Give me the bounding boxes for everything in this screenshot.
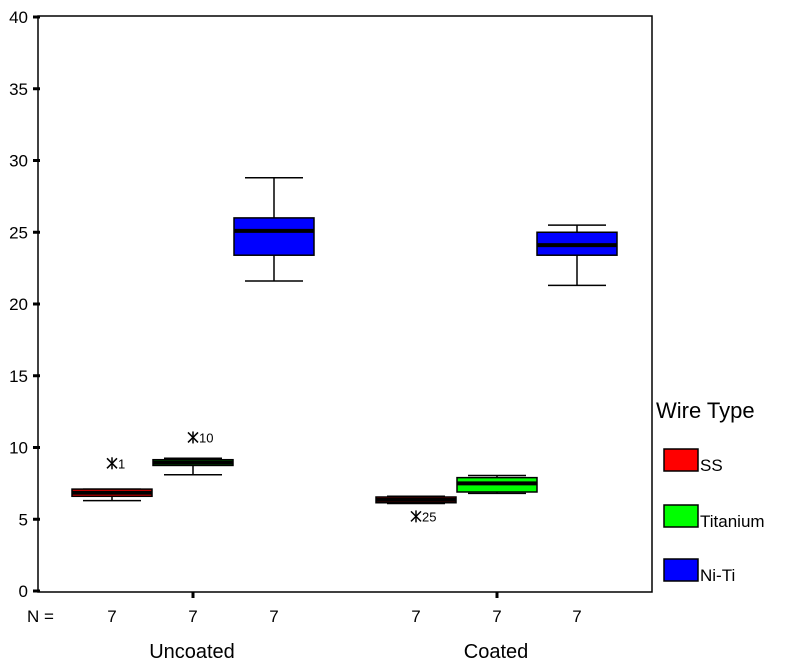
legend-title: Wire Type	[656, 398, 755, 423]
legend-swatch	[663, 448, 699, 472]
outlier-marker	[106, 457, 118, 470]
y-tick-label-10: 10	[9, 439, 28, 458]
legend-item-ss: SS	[663, 448, 723, 475]
legend: Wire Type SS Titanium Ni-Ti	[656, 398, 765, 585]
group-label-coated: Coated	[464, 641, 529, 663]
legend-items: SS Titanium Ni-Ti	[663, 448, 765, 585]
box-coated-ni-ti	[536, 224, 618, 287]
legend-label: SS	[700, 456, 723, 475]
n-value-2: 7	[269, 607, 278, 626]
y-tick-label-25: 25	[9, 223, 28, 242]
y-tick-label-15: 15	[9, 367, 28, 386]
y-tick-label-5: 5	[19, 510, 28, 529]
box-uncoated-ni-ti	[233, 176, 315, 282]
n-value-4: 7	[492, 607, 501, 626]
box-coated-ss: 25	[375, 495, 457, 524]
legend-swatch	[663, 504, 699, 528]
group-label-uncoated: Uncoated	[149, 641, 235, 663]
legend-label: Titanium	[700, 512, 765, 531]
plot-frame	[37, 15, 653, 593]
outlier-marker	[187, 431, 199, 444]
y-tick-label-20: 20	[9, 295, 28, 314]
box-uncoated-ss: 1	[71, 456, 153, 502]
n-value-1: 7	[188, 607, 197, 626]
n-labels: 7 7 7 7 7 7	[107, 607, 581, 626]
n-value-5: 7	[572, 607, 581, 626]
boxes: 1 10 25	[71, 176, 618, 524]
legend-swatch	[663, 558, 699, 582]
n-label: N =	[27, 607, 54, 626]
plot-area: 0 5 10 15 20 25 30 35 40 1 10 25	[9, 8, 653, 601]
n-value-3: 7	[411, 607, 420, 626]
y-tick-label-30: 30	[9, 152, 28, 171]
y-tick-label-40: 40	[9, 8, 28, 27]
y-axis: 0 5 10 15 20 25 30 35 40	[9, 8, 40, 601]
y-tick-label-35: 35	[9, 80, 28, 99]
box-uncoated-titanium: 10	[152, 430, 234, 476]
y-tick-label-0: 0	[19, 582, 28, 601]
iqr-box	[233, 217, 315, 256]
outlier-marker	[410, 510, 422, 523]
legend-item-ni-ti: Ni-Ti	[663, 558, 735, 585]
outlier-label: 1	[118, 456, 125, 471]
box-coated-titanium	[456, 474, 538, 495]
outlier-label: 25	[422, 509, 436, 524]
x-axis: N = 7 7 7 7 7 7 Uncoated Coated	[27, 592, 582, 663]
legend-label: Ni-Ti	[700, 566, 735, 585]
legend-item-titanium: Titanium	[663, 504, 765, 531]
n-value-0: 7	[107, 607, 116, 626]
outlier-label: 10	[199, 430, 213, 445]
